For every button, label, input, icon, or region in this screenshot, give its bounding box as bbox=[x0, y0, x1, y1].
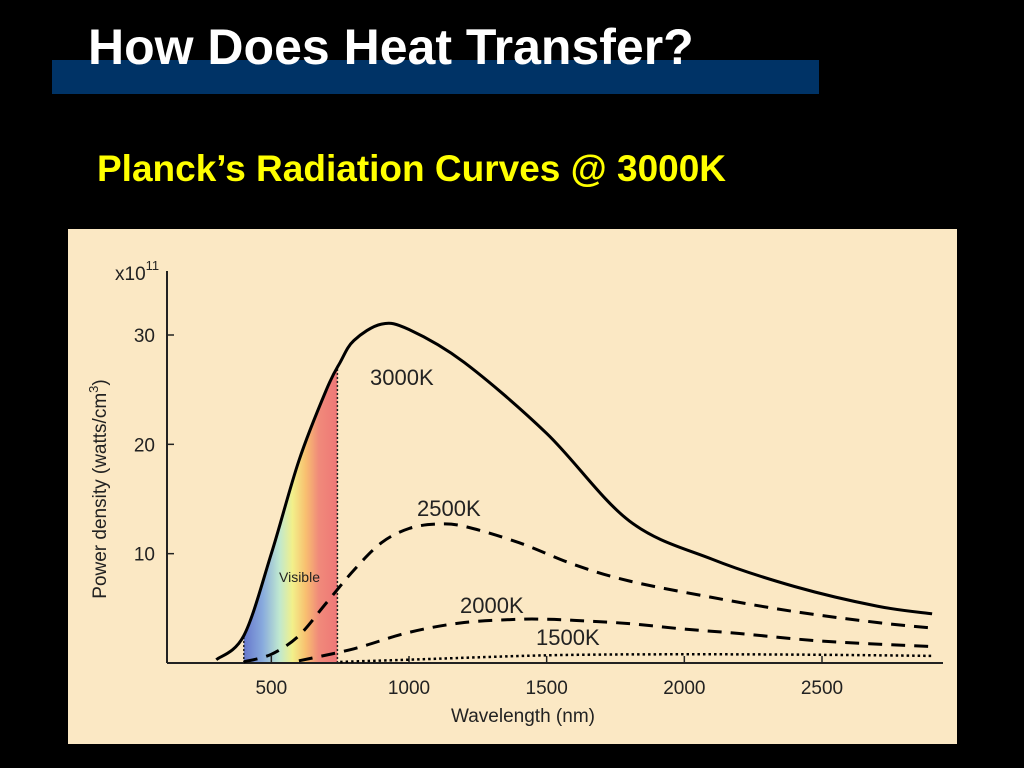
series-label-1500k: 1500K bbox=[536, 625, 600, 650]
series-line-3000k bbox=[215, 321, 933, 661]
slide-title: How Does Heat Transfer? bbox=[88, 19, 694, 75]
planck-chart: 500 1000 1500 2000 2500 10 20 30 x1011 Power de… bbox=[86, 258, 943, 727]
y-axis-label: Power density (watts/cm3) bbox=[86, 379, 111, 598]
x-tick-label: 500 bbox=[255, 678, 287, 699]
y-tick-label: 30 bbox=[134, 326, 155, 347]
x-tick-label: 2500 bbox=[801, 678, 843, 699]
title-bar bbox=[52, 60, 819, 94]
x-tick-label: 1500 bbox=[526, 678, 568, 699]
slide-subtitle: Planck’s Radiation Curves @ 3000K bbox=[97, 148, 727, 189]
x-tick-label: 1000 bbox=[388, 678, 430, 699]
x-tick-label: 2000 bbox=[663, 678, 705, 699]
series-label-2500k: 2500K bbox=[417, 496, 481, 521]
chart-panel: 500 1000 1500 2000 2500 10 20 30 x1011 Power de… bbox=[68, 229, 957, 744]
series-label-3000k: 3000K bbox=[370, 365, 434, 390]
visible-band bbox=[243, 367, 338, 663]
visible-band-label: Visible bbox=[279, 569, 320, 585]
series-line-1500k bbox=[340, 653, 933, 664]
y-tick-label: 10 bbox=[134, 545, 155, 566]
series-label-2000k: 2000K bbox=[460, 593, 524, 618]
y-tick-label: 20 bbox=[134, 435, 155, 456]
y-multiplier: x1011 bbox=[115, 258, 159, 285]
x-axis-label: Wavelength (nm) bbox=[451, 706, 595, 727]
